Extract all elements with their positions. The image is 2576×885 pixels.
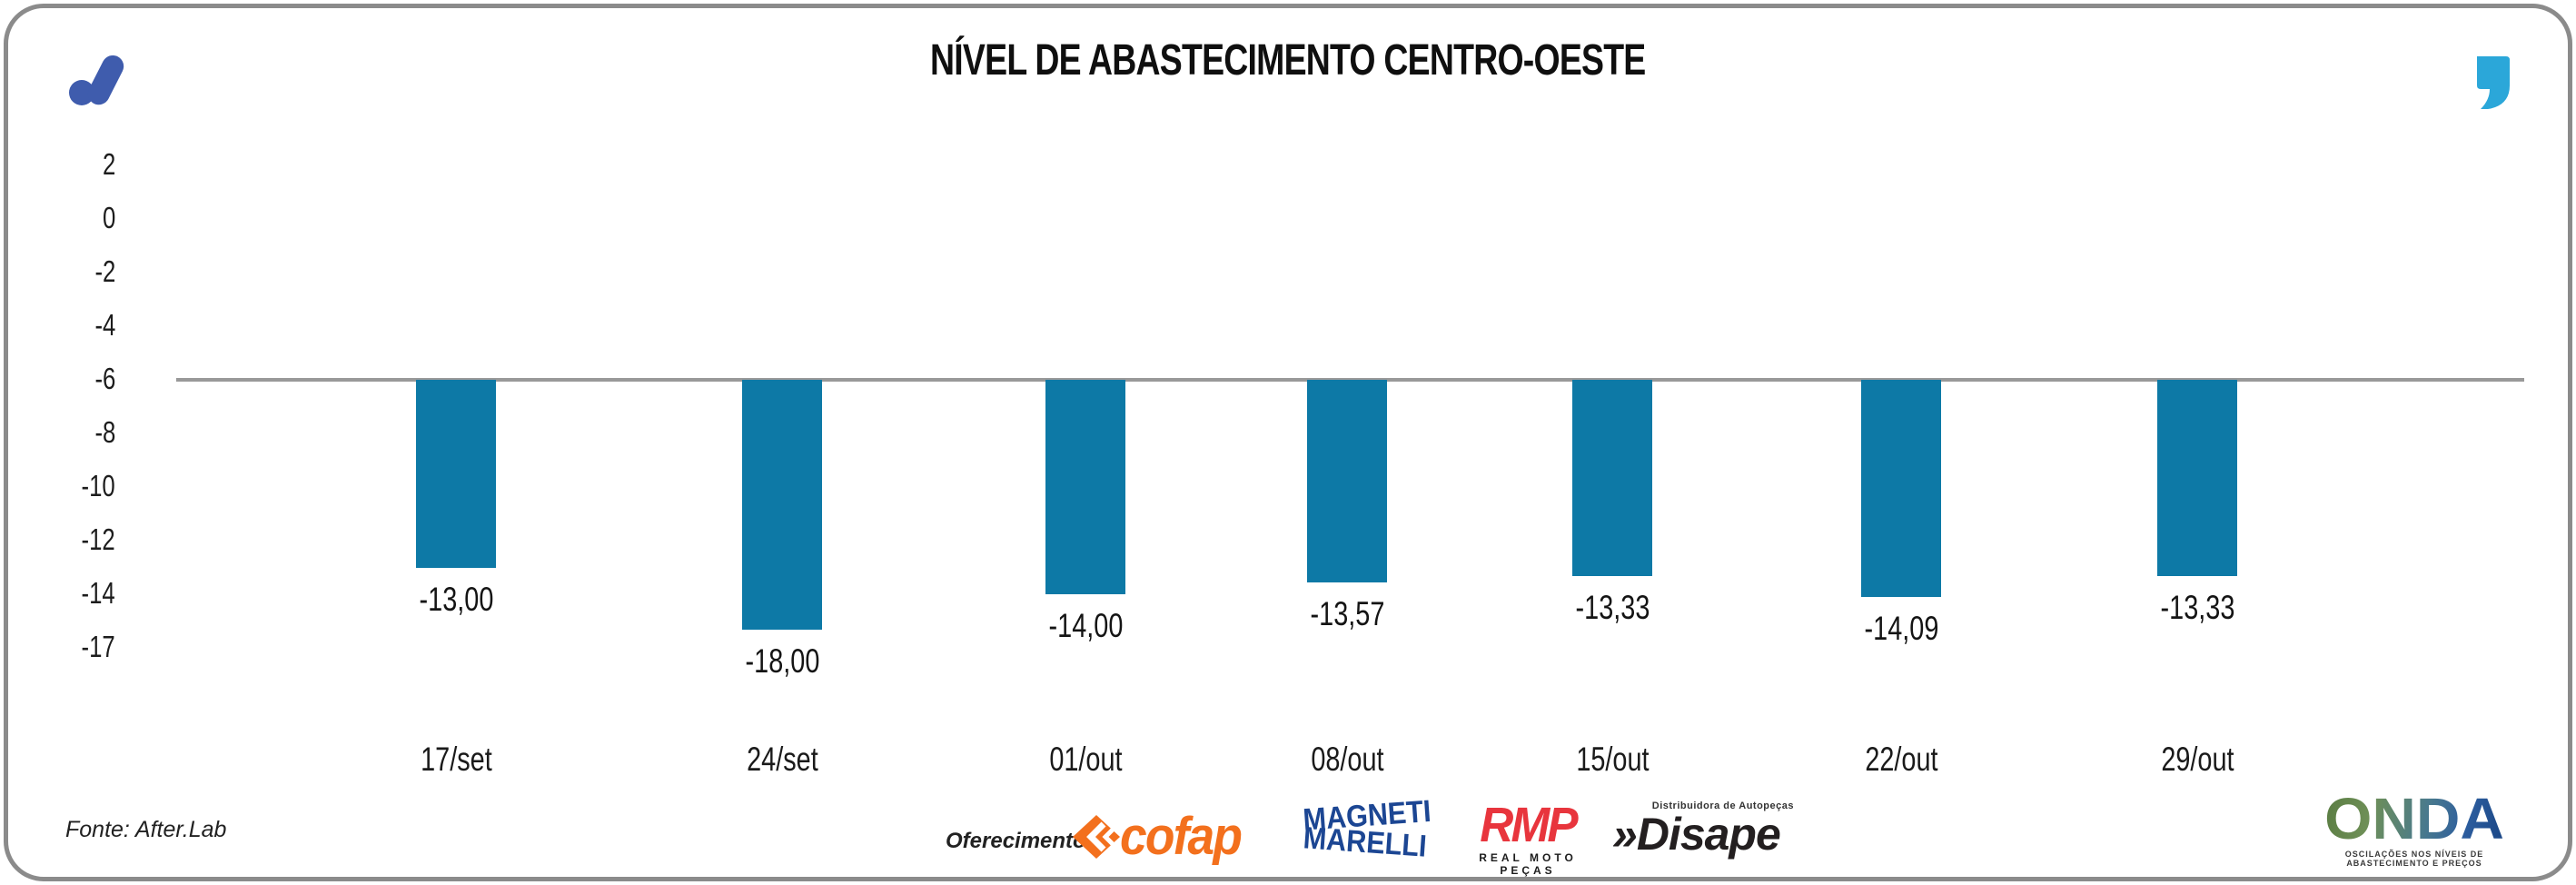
bar-value-label: -13,33 xyxy=(2160,589,2234,626)
cofap-emblem-icon xyxy=(1073,814,1120,859)
sponsor-label: Oferecimento: xyxy=(946,829,1094,853)
bar-value-label: -18,00 xyxy=(745,642,819,680)
magneti-marelli-logo: MAGNETI MARELLI xyxy=(1296,794,1432,865)
onda-tagline: OSCILAÇÕES NOS NÍVEIS DE ABASTECIMENTO E… xyxy=(2344,850,2484,868)
onda-logo: ONDA OSCILAÇÕES NOS NÍVEIS DE ABASTECIME… xyxy=(2319,790,2510,868)
bar xyxy=(1045,380,1125,594)
y-tick-label: -4 xyxy=(94,308,115,342)
y-tick-label: -8 xyxy=(94,415,115,449)
after-lab-logo-icon xyxy=(69,55,124,105)
y-tick-label: -17 xyxy=(81,630,115,663)
bar xyxy=(416,380,496,568)
quote-icon xyxy=(2477,56,2510,109)
magneti-line2: MARELLI xyxy=(1302,820,1428,865)
x-tick-label: 08/out xyxy=(1310,741,1384,778)
chart-card: NÍVEL DE ABASTECIMENTO CENTRO-OESTE 2 0 -2… xyxy=(4,4,2572,881)
x-tick-label: 29/out xyxy=(2160,741,2234,778)
rmp-logo: RMP REAL MOTO PEÇAS xyxy=(1460,800,1596,877)
bar-value-label: -13,33 xyxy=(1575,589,1650,626)
x-tick-label: 15/out xyxy=(1575,741,1650,778)
x-tick-label: 24/set xyxy=(746,741,818,778)
bar xyxy=(742,380,822,630)
bar xyxy=(1572,380,1652,576)
disape-logo: Distribuidora de Autopeças »Disape xyxy=(1612,800,1794,857)
bar xyxy=(2157,380,2237,576)
bar xyxy=(1861,380,1941,597)
page-title: NÍVEL DE ABASTECIMENTO CENTRO-OESTE xyxy=(930,36,1646,85)
y-tick-label: -12 xyxy=(81,522,115,556)
x-tick-label: 22/out xyxy=(1864,741,1938,778)
disape-subtitle: Distribuidora de Autopeças xyxy=(1651,800,1794,811)
bar-value-label: -13,57 xyxy=(1310,595,1384,632)
y-tick-label: -10 xyxy=(81,469,115,502)
disape-chevrons: » xyxy=(1612,809,1638,860)
rmp-wordmark: RMP xyxy=(1480,798,1578,852)
source-note: Fonte: After.Lab xyxy=(65,817,227,842)
cofap-logo: cofap xyxy=(1073,806,1252,867)
y-tick-label: 0 xyxy=(102,201,115,234)
y-tick-label: -6 xyxy=(94,362,115,395)
bar xyxy=(1307,380,1387,582)
rmp-subtitle: REAL MOTO PEÇAS xyxy=(1479,851,1577,877)
bar-value-label: -13,00 xyxy=(419,581,493,618)
bar-value-label: -14,00 xyxy=(1048,607,1123,644)
x-tick-label: 01/out xyxy=(1048,741,1123,778)
y-tick-label: 2 xyxy=(102,147,115,181)
cofap-wordmark: cofap xyxy=(1120,807,1243,866)
bar-value-label: -14,09 xyxy=(1864,610,1938,647)
y-tick-label: -14 xyxy=(81,576,115,610)
x-tick-label: 17/set xyxy=(420,741,492,778)
onda-wordmark: ONDA xyxy=(2314,790,2515,848)
disape-wordmark: »Disape xyxy=(1612,809,1781,860)
y-tick-label: -2 xyxy=(94,254,115,288)
